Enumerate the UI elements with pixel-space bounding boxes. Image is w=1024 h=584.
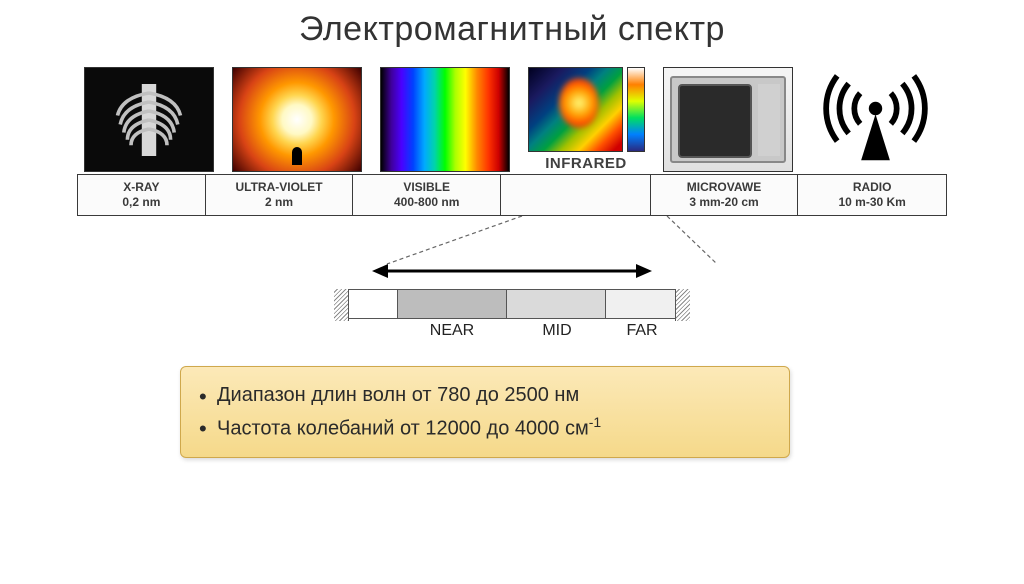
band-cell: VISIBLE400-800 nm	[353, 175, 501, 215]
band-cell: RADIO10 m-30 Km	[798, 175, 946, 215]
ir-segment	[507, 290, 606, 318]
microwave-image	[663, 67, 793, 172]
summary-box: Диапазон длин волн от 780 до 2500 нм Час…	[180, 366, 790, 458]
infrared-label: INFRARED	[545, 155, 627, 172]
zoom-guide-lines	[77, 216, 947, 264]
uv-sun-image	[232, 67, 362, 172]
ir-segment-label: NEAR	[397, 322, 507, 340]
page-title: Электромагнитный спектр	[0, 10, 1024, 49]
ir-segment	[398, 290, 507, 318]
band-cell	[501, 175, 651, 215]
infrared-detail-bar: NEARMIDFAR	[347, 262, 677, 340]
visible-spectrum-image	[380, 67, 510, 172]
ir-segment-label: FAR	[607, 322, 677, 340]
double-arrow-icon	[372, 262, 652, 285]
band-cell: MICROVAWE3 mm-20 cm	[651, 175, 799, 215]
bullet-wavelength: Диапазон длин волн от 780 до 2500 нм	[199, 379, 771, 411]
radio-icon	[811, 67, 941, 172]
bullet-frequency: Частота колебаний от 12000 до 4000 см-1	[199, 411, 771, 445]
spectrum-band-row: X-RAY0,2 nmULTRA-VIOLET2 nmVISIBLE400-80…	[77, 174, 947, 216]
ir-segment-label: MID	[507, 322, 607, 340]
thermal-image	[528, 67, 623, 152]
infrared-block: INFRARED	[528, 67, 645, 172]
ir-segment	[606, 290, 676, 318]
xray-image	[84, 67, 214, 172]
thermal-scale	[627, 67, 645, 152]
band-cell: X-RAY0,2 nm	[78, 175, 206, 215]
spectrum-images-row: INFRARED	[0, 67, 1024, 172]
band-cell: ULTRA-VIOLET2 nm	[206, 175, 354, 215]
